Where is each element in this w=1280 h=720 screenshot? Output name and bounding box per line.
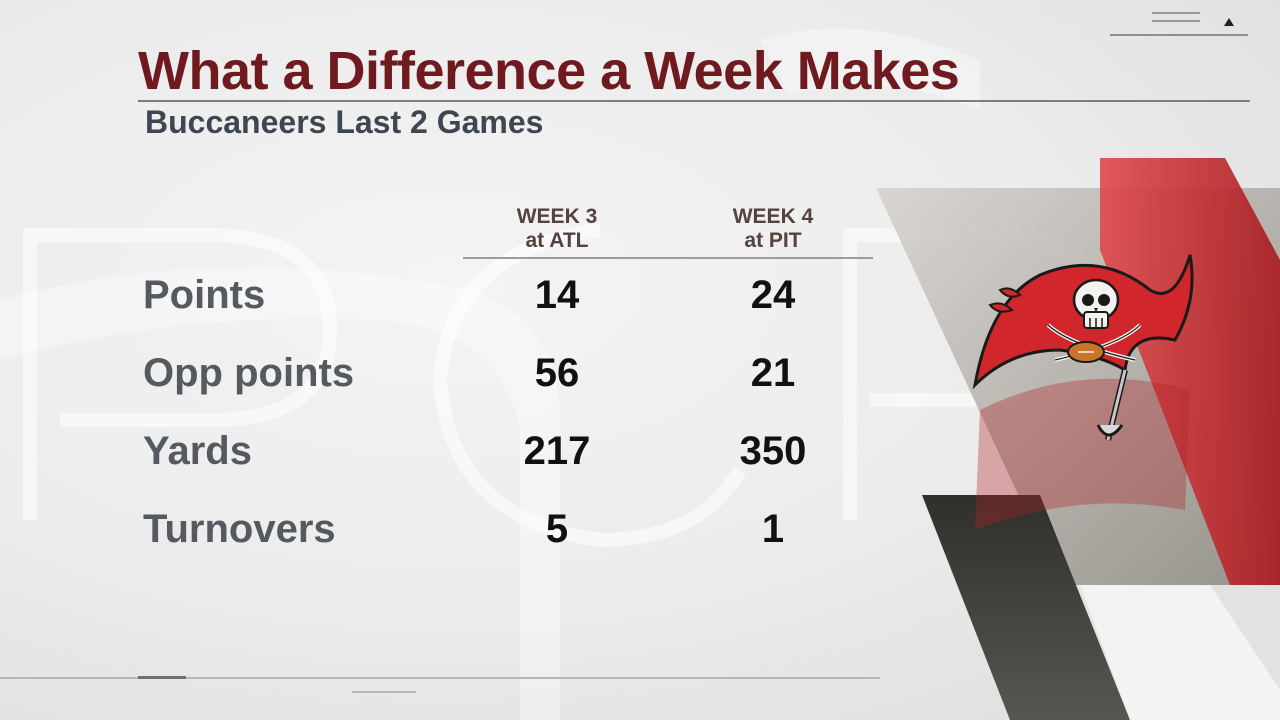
column-opponent-label: at PIT [744, 229, 802, 252]
row-label-points: Points [143, 273, 266, 317]
title-divider [138, 100, 1250, 102]
buccaneers-flag-logo-icon [972, 254, 1194, 441]
up-arrow-icon [1224, 18, 1234, 26]
column-header-week-4: WEEK 4 at PIT [673, 205, 873, 253]
value-week-4-points: 24 [750, 273, 796, 317]
value-week-3-turnovers: 5 [545, 507, 569, 551]
column-opponent-label: at ATL [525, 229, 589, 252]
decor-line [1152, 12, 1200, 14]
value-week-4-opp-points: 21 [750, 351, 796, 395]
value-week-3-yards: 217 [523, 429, 591, 473]
value-week-3-opp-points: 56 [534, 351, 580, 395]
header-divider [463, 257, 873, 259]
page-subtitle: Buccaneers Last 2 Games [145, 104, 544, 140]
bottom-divider [352, 691, 416, 693]
corner-decoration [1110, 8, 1250, 40]
page-title: What a Difference a Week Makes [138, 41, 960, 101]
row-label-turnovers: Turnovers [143, 507, 336, 551]
column-header-week-3: WEEK 3 at ATL [457, 205, 657, 253]
row-label-yards: Yards [143, 429, 252, 473]
column-week-label: WEEK 3 [516, 205, 598, 228]
decor-line [1152, 20, 1200, 22]
decor-line [1110, 34, 1248, 36]
row-label-opp-points: Opp points [143, 351, 355, 395]
bottom-accent [138, 676, 186, 679]
bottom-divider [0, 677, 880, 679]
value-week-4-yards: 350 [739, 429, 807, 473]
value-week-4-turnovers: 1 [761, 507, 785, 551]
column-week-label: WEEK 4 [732, 205, 814, 228]
value-week-3-points: 14 [534, 273, 580, 317]
